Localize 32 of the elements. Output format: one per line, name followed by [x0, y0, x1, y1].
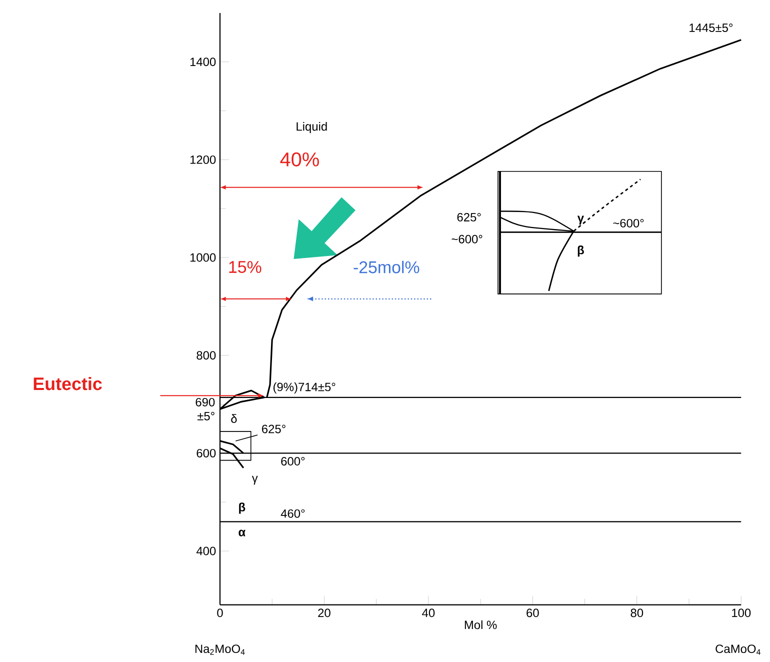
annotation: -25mol% [354, 261, 420, 274]
annotation: ~600° [452, 235, 482, 244]
annotation: 625° [457, 213, 481, 222]
annotation: α [238, 530, 246, 537]
y-tick-label: 600 [196, 449, 216, 458]
y-tick-label: 1400 [190, 58, 216, 66]
annotation: 15% [229, 261, 262, 274]
y-tick-label: 800 [196, 351, 216, 360]
annotation: 690 ±5° [196, 398, 215, 421]
annotation: (9%)714±5° [273, 382, 336, 394]
x-tick-label: 80 [630, 608, 644, 618]
annotation: 1445±5° [690, 24, 733, 32]
annotation: δ [231, 414, 237, 424]
ref-line-label: 600° [281, 457, 305, 466]
text: Na$_{2}$MoO$_{4}$ [195, 644, 245, 655]
text: CaMoO$_{4}$ [716, 644, 760, 655]
annotation: γ [252, 476, 258, 485]
annotation: 625° [262, 424, 286, 434]
annotation: 40% [280, 152, 319, 167]
annotation: Liquid [296, 122, 327, 134]
x-axis-title: Mol % [464, 620, 497, 630]
y-tick-label: 1200 [190, 156, 216, 164]
x-tick-label: 60 [526, 608, 539, 618]
text: Eutectic [34, 377, 102, 390]
annotation: β [239, 502, 246, 514]
x-tick-label: 20 [318, 608, 330, 618]
x-tick-label: 100 [732, 608, 751, 618]
y-tick-label: 1000 [190, 253, 216, 262]
y-tick-label: 400 [196, 546, 216, 556]
x-tick-label: 40 [422, 608, 435, 618]
ref-line-label: 460° [280, 510, 305, 518]
x-tick-label: 0 [217, 608, 223, 618]
